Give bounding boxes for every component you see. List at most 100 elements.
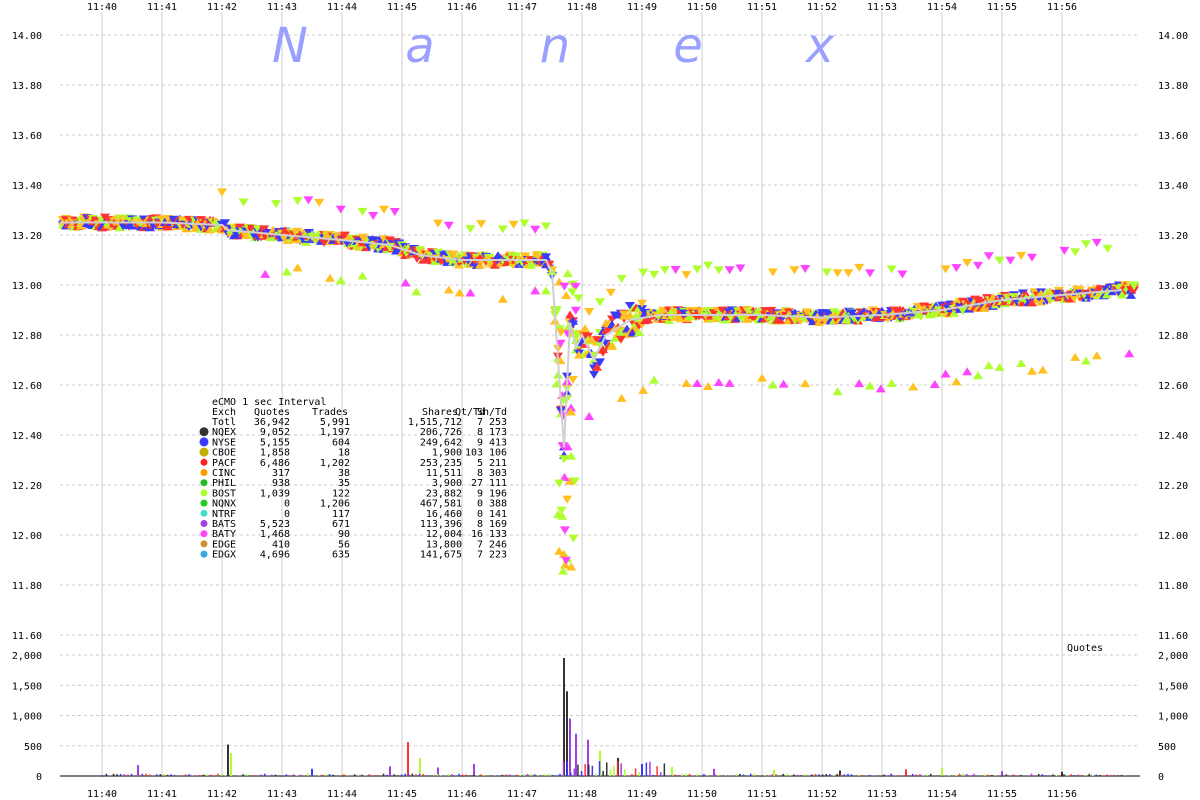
volume-bar bbox=[274, 774, 277, 776]
volume-bar bbox=[714, 773, 716, 776]
legend-cell: 317 bbox=[272, 468, 290, 479]
volume-bar bbox=[656, 766, 658, 776]
y-tick-label-left: 13.40 bbox=[12, 181, 42, 192]
legend-cell: 27 bbox=[471, 478, 483, 489]
volume-bar bbox=[588, 764, 590, 776]
quote-marker bbox=[649, 375, 659, 384]
quote-marker bbox=[951, 377, 962, 386]
y-tick-label-right: 12.80 bbox=[1158, 331, 1188, 342]
legend-cell: 90 bbox=[338, 529, 350, 540]
legend-cell: 133 bbox=[489, 529, 507, 540]
y-tick-label-right: 13.80 bbox=[1158, 81, 1188, 92]
volume-bar bbox=[246, 774, 248, 776]
volume-bar bbox=[1092, 775, 1094, 776]
quote-marker bbox=[589, 370, 599, 379]
quote-marker bbox=[465, 288, 476, 297]
quote-marker bbox=[570, 282, 581, 291]
y-tick-label-right: 13.00 bbox=[1158, 281, 1188, 292]
volume-bar bbox=[174, 774, 176, 776]
legend-cell: 35 bbox=[338, 478, 350, 489]
volume-bar bbox=[415, 774, 417, 776]
watermark-letter: N bbox=[272, 18, 308, 74]
volume-bar bbox=[220, 774, 223, 776]
quote-marker bbox=[554, 479, 565, 488]
quote-marker bbox=[1059, 246, 1070, 255]
y-tick-label-left: 13.00 bbox=[12, 281, 42, 292]
volume-bar bbox=[1099, 774, 1101, 776]
volume-bar bbox=[1084, 775, 1087, 776]
volume-bar bbox=[156, 774, 158, 776]
quote-marker bbox=[1126, 290, 1136, 299]
volume-bar bbox=[404, 773, 406, 776]
quote-marker bbox=[713, 378, 724, 387]
volume-bar bbox=[773, 769, 775, 776]
volume-bar bbox=[1030, 773, 1033, 776]
quote-marker bbox=[519, 219, 530, 228]
volume-bar bbox=[480, 774, 482, 776]
quote-marker bbox=[292, 197, 303, 206]
legend-cell: 253 bbox=[489, 417, 507, 428]
quote-marker bbox=[1016, 358, 1027, 367]
volume-bar bbox=[389, 766, 391, 776]
x-tick-label-bottom: 11:41 bbox=[147, 789, 177, 800]
legend-cell: 223 bbox=[489, 550, 507, 561]
y-tick-label-left: 12.80 bbox=[12, 331, 42, 342]
legend-cell: 1,900 bbox=[432, 448, 462, 459]
volume-bar bbox=[908, 775, 910, 776]
quote-marker bbox=[1070, 352, 1081, 361]
volume-bar bbox=[717, 775, 720, 776]
volume-bar bbox=[440, 775, 442, 776]
volume-bar bbox=[735, 774, 738, 776]
volume-bar bbox=[393, 774, 396, 776]
y-tick-label-right: 13.40 bbox=[1158, 181, 1188, 192]
legend-cell: 7 bbox=[477, 417, 483, 428]
volume-bar bbox=[847, 773, 849, 776]
legend-cell: 173 bbox=[489, 427, 507, 438]
legend-cell: 3,900 bbox=[432, 478, 462, 489]
volume-bar bbox=[282, 775, 284, 776]
volume-bar bbox=[958, 773, 961, 776]
legend-cell: 0 bbox=[284, 509, 290, 520]
volume-bar bbox=[793, 774, 795, 776]
quote-marker bbox=[357, 271, 368, 280]
volume-bar bbox=[681, 774, 684, 776]
quote-count-bars bbox=[102, 658, 1126, 776]
legend-cell: 8 bbox=[477, 468, 483, 479]
quote-marker bbox=[802, 308, 812, 317]
volume-bar bbox=[170, 774, 172, 776]
volume-bar bbox=[336, 775, 338, 776]
volume-bar bbox=[1027, 775, 1029, 776]
volume-bar bbox=[987, 774, 990, 776]
legend-cell: EDGE bbox=[212, 539, 236, 550]
volume-bar bbox=[994, 775, 997, 776]
y-tick-label-right: 12.20 bbox=[1158, 481, 1188, 492]
volume-bar bbox=[354, 774, 356, 776]
volume-bar bbox=[1088, 773, 1090, 776]
legend-cell: 9 bbox=[477, 437, 483, 448]
quote-marker bbox=[433, 248, 443, 257]
quote-marker bbox=[897, 270, 908, 279]
volume-bar bbox=[1095, 774, 1098, 776]
legend-cell: 303 bbox=[489, 468, 507, 479]
price-line bbox=[60, 221, 1123, 448]
y-tick-label-right: 14.00 bbox=[1158, 31, 1188, 42]
volume-bar bbox=[473, 763, 475, 776]
x-tick-label-bottom: 11:47 bbox=[507, 789, 537, 800]
volume-bar bbox=[311, 768, 313, 776]
volume-bar bbox=[742, 774, 745, 776]
volume-bar bbox=[905, 769, 907, 776]
volume-tick-label-left: 0 bbox=[36, 772, 42, 783]
quote-marker bbox=[565, 407, 576, 416]
quote-marker bbox=[1016, 251, 1027, 260]
quote-marker bbox=[800, 264, 811, 273]
quote-marker bbox=[541, 222, 551, 231]
legend-cell: 103 bbox=[465, 448, 483, 459]
quote-marker bbox=[592, 336, 602, 345]
volume-bar bbox=[1041, 774, 1044, 776]
quote-marker bbox=[586, 335, 596, 344]
quote-marker bbox=[649, 270, 659, 279]
legend-cell: 12,004 bbox=[426, 529, 462, 540]
quote-marker bbox=[566, 403, 577, 412]
y-tick-label-left: 12.60 bbox=[12, 381, 42, 392]
volume-tick-label-left: 1,500 bbox=[12, 681, 42, 692]
